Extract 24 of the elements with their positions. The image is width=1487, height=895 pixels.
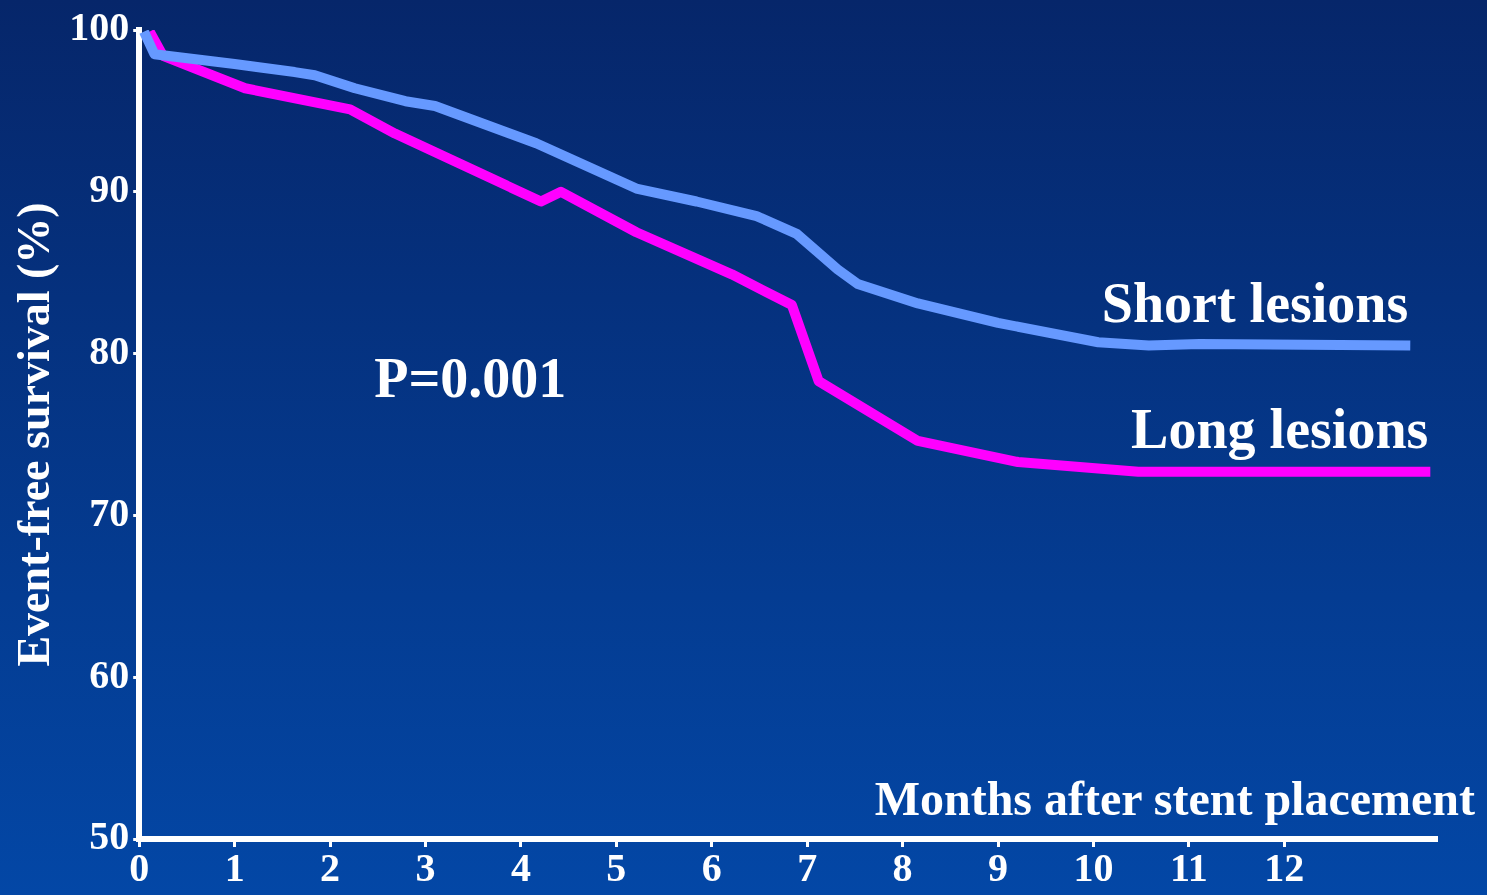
x-tick-label: 0 [129,845,150,891]
y-axis-title: Event-free survival (%) [8,202,60,667]
series-label: Long lesions [1131,398,1429,461]
y-tick-label: 100 [69,4,130,50]
x-tick-label: 1 [224,845,245,891]
x-tick-label: 6 [701,845,722,891]
annotation: P=0.001 [374,347,567,410]
x-tick-label: 12 [1264,845,1305,891]
y-tick-label: 90 [89,166,130,212]
x-tick-label: 7 [797,845,818,891]
x-tick-label: 8 [892,845,913,891]
x-tick-label: 2 [320,845,341,891]
x-tick-label: 3 [415,845,436,891]
x-tick-label: 11 [1169,845,1208,891]
x-tick-label: 4 [510,845,531,891]
y-tick-label: 70 [89,489,130,535]
series-label: Short lesions [1101,271,1409,334]
x-tick-label: 5 [606,845,627,891]
y-tick-label: 80 [89,327,130,373]
x-axis-title: Months after stent placement [874,772,1476,826]
y-tick-label: 50 [89,813,130,859]
x-tick-label: 10 [1073,845,1114,891]
y-tick-label: 60 [89,651,130,697]
x-tick-label: 9 [988,845,1009,891]
